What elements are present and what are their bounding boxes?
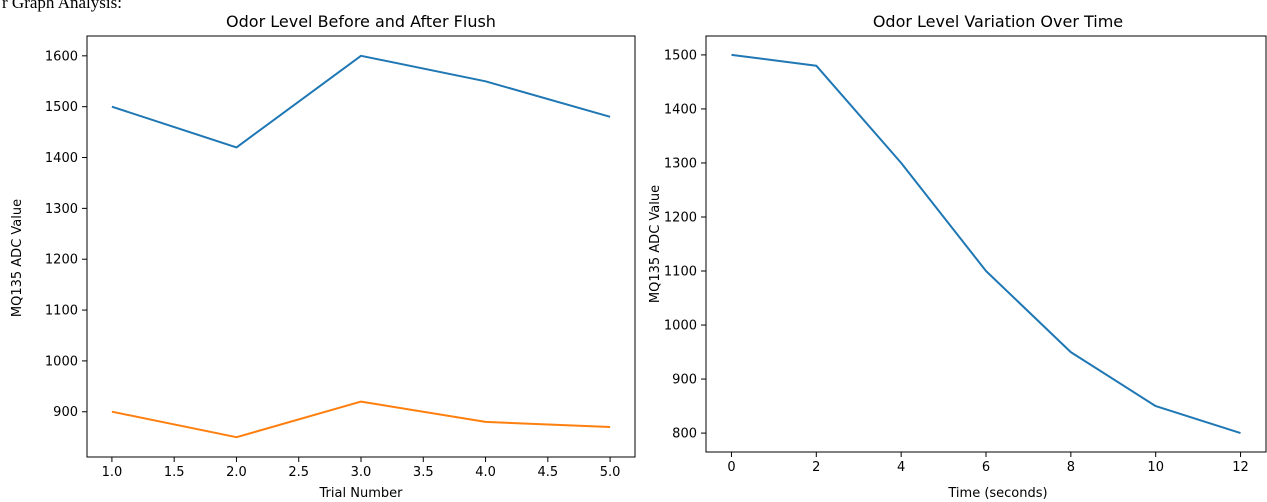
- y-tick-label: 1400: [45, 151, 78, 166]
- series-line-2: [111, 400, 611, 439]
- y-tick-label: 1000: [45, 354, 78, 369]
- x-tick-label: 3.0: [351, 465, 372, 480]
- y-tick-label: 1000: [664, 319, 697, 334]
- y-tick-label: 1300: [664, 156, 697, 171]
- y-tick-label: 1500: [664, 48, 697, 63]
- y-tick-label: 1300: [45, 202, 78, 217]
- x-axis-label: Trial Number: [319, 486, 404, 501]
- y-tick-label: 900: [672, 373, 697, 388]
- x-tick-label: 6: [982, 460, 990, 475]
- figure-caption: r Graph Analysis:: [2, 0, 122, 12]
- chart-title: Odor Level Variation Over Time: [873, 12, 1123, 31]
- x-tick-label: 10: [1147, 460, 1164, 475]
- y-tick-label: 1600: [45, 49, 78, 64]
- x-tick-label: 8: [1067, 460, 1075, 475]
- x-axis-label: Time (seconds): [947, 486, 1047, 501]
- y-axis-label: MQ135 ADC Value: [648, 185, 663, 303]
- chart-odor-over-time: Odor Level Variation Over Time Time (sec…: [648, 12, 1267, 501]
- y-tick-label: 1500: [45, 100, 78, 115]
- y-tick-label: 800: [672, 427, 697, 442]
- x-tick-label: 4.0: [475, 465, 496, 480]
- plot-frame: [705, 35, 1267, 453]
- x-tick-label: 2.5: [288, 465, 309, 480]
- y-axis-label: MQ135 ADC Value: [10, 199, 25, 317]
- x-tick-label: 12: [1232, 460, 1249, 475]
- chart-title: Odor Level Before and After Flush: [226, 12, 496, 31]
- x-tick-label: 1.5: [164, 465, 185, 480]
- y-tick-label: 1200: [664, 210, 697, 225]
- x-tick-label: 4.5: [537, 465, 558, 480]
- y-tick-label: 1100: [664, 265, 697, 280]
- plot-frame: [86, 35, 636, 458]
- x-tick-label: 3.5: [413, 465, 434, 480]
- x-tick-label: 1.0: [102, 465, 123, 480]
- chart-odor-before-after: Odor Level Before and After Flush Trial …: [10, 12, 636, 501]
- y-tick-label: 1200: [45, 253, 78, 268]
- y-tick-label: 1100: [45, 304, 78, 319]
- series-line-1: [731, 53, 1241, 435]
- x-tick-label: 4: [897, 460, 905, 475]
- x-tick-label: 2: [812, 460, 820, 475]
- y-tick-label: 900: [53, 405, 78, 420]
- x-tick-label: 5.0: [600, 465, 621, 480]
- x-tick-label: 2.0: [226, 465, 247, 480]
- y-tick-label: 1400: [664, 102, 697, 117]
- x-tick-label: 0: [727, 460, 735, 475]
- series-line-1: [111, 54, 611, 149]
